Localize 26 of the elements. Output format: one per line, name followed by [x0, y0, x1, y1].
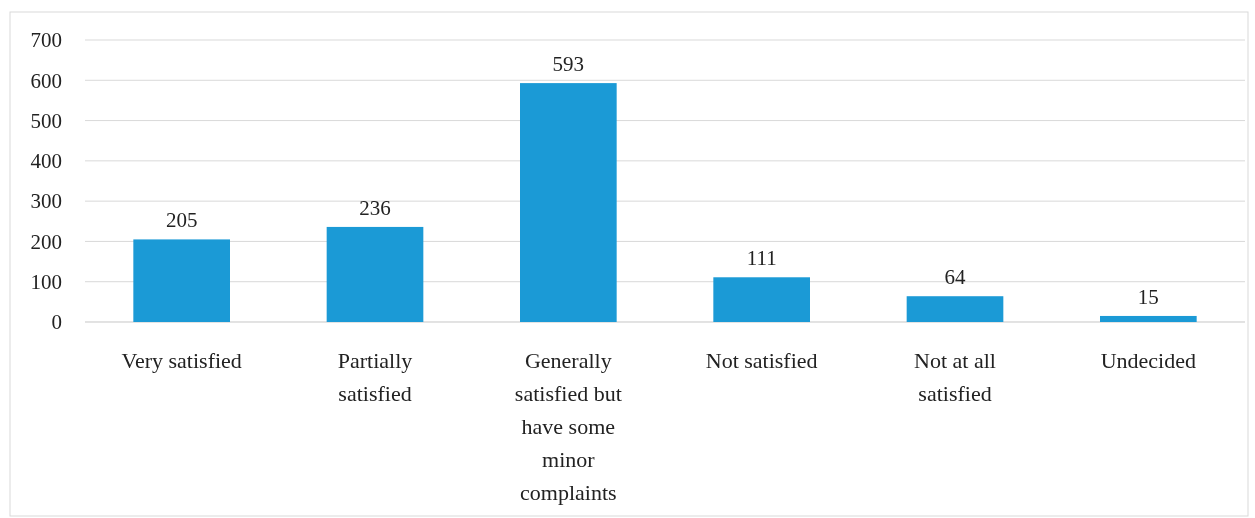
- y-tick-label: 500: [30, 108, 62, 133]
- bar: [133, 239, 230, 322]
- y-tick-label: 100: [30, 270, 62, 295]
- y-tick-label: 300: [30, 189, 62, 214]
- x-tick-label: Not satisfied: [705, 348, 818, 373]
- x-tick-label: Generally satisfied but have some minor complaints: [514, 348, 622, 505]
- x-tick-label: Undecided: [1100, 348, 1196, 373]
- data-label: 15: [1137, 284, 1159, 309]
- data-label: 236: [359, 195, 391, 220]
- y-tick-label: 0: [51, 310, 62, 335]
- x-tick-label: Not at all satisfied: [914, 348, 996, 406]
- x-tick-label: Very satisfied: [121, 348, 242, 373]
- bar: [520, 83, 617, 322]
- bar: [1100, 315, 1197, 322]
- data-label: 111: [746, 246, 777, 271]
- bar: [326, 226, 424, 322]
- y-tick-label: 700: [30, 28, 62, 53]
- x-tick-label: Partially satisfied: [337, 348, 413, 406]
- data-label: 205: [165, 208, 198, 233]
- y-tick-label: 400: [30, 149, 62, 174]
- data-label: 64: [944, 265, 966, 290]
- bar: [906, 296, 1004, 322]
- y-tick-label: 200: [30, 229, 62, 254]
- data-label: 593: [552, 52, 585, 77]
- bar: [713, 277, 810, 322]
- y-tick-label: 600: [30, 68, 62, 93]
